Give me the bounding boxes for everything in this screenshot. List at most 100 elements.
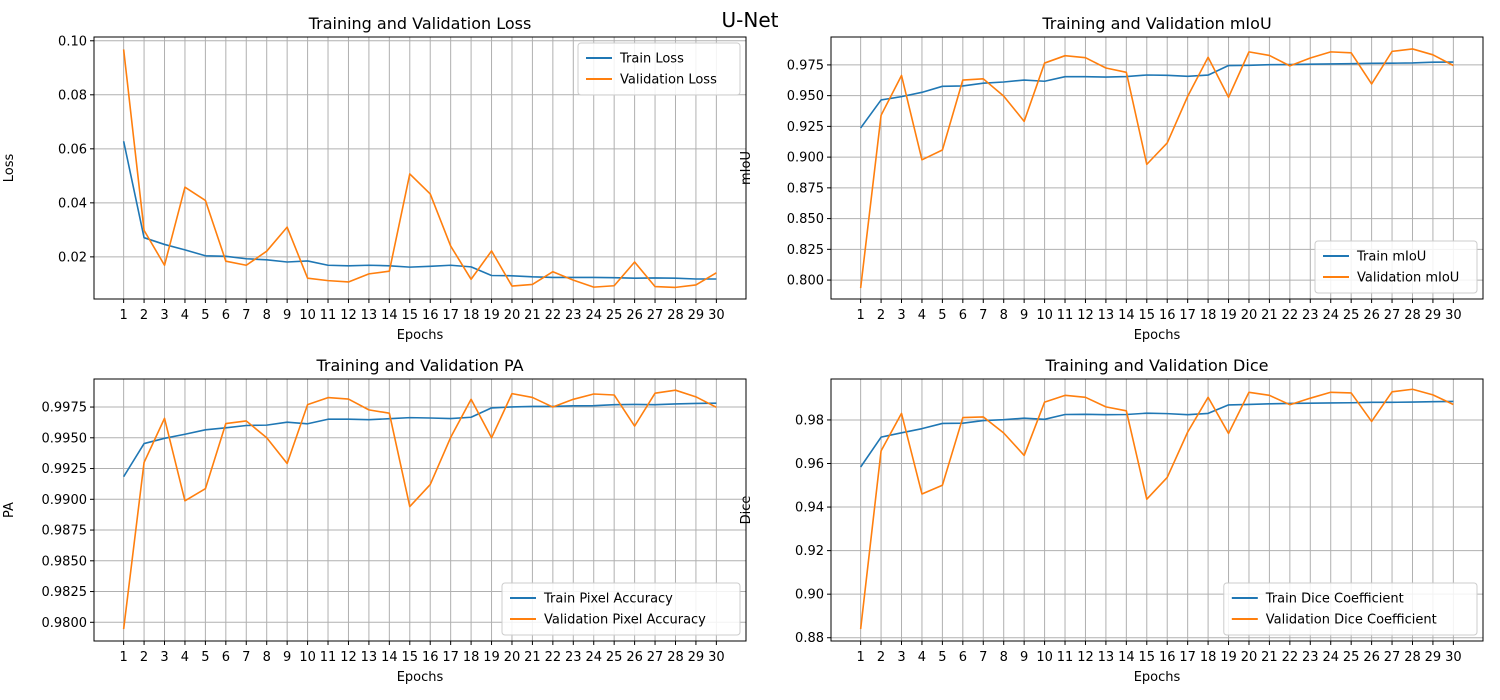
dice-ytick-label: 0.88	[795, 631, 824, 646]
pa-ytick-label: 0.9800	[42, 616, 88, 631]
pa-ytick-label: 0.9950	[42, 431, 88, 446]
pa-xtick-label: 8	[263, 650, 271, 665]
miou-legend: Train mIoU Validation mIoU	[1314, 240, 1478, 294]
pa-xtick-label: 15	[402, 650, 419, 665]
pa-ytick-label: 0.9975	[42, 401, 88, 416]
dice-xtick-label: 10	[1036, 650, 1053, 665]
dice-xtick-label: 8	[1000, 650, 1008, 665]
miou-xtick-label: 25	[1343, 308, 1360, 323]
miou-xtick-label: 6	[959, 308, 967, 323]
loss-xtick-label: 16	[422, 308, 439, 323]
dice-ytick-label: 0.96	[795, 457, 824, 472]
miou-xtick-label: 13	[1098, 308, 1115, 323]
loss-xtick-label: 29	[688, 308, 705, 323]
pa-xtick-label: 30	[708, 650, 725, 665]
dice-chart-title: Training and Validation Dice	[1045, 356, 1269, 375]
miou-xtick-label: 11	[1057, 308, 1074, 323]
miou-xtick-label: 9	[1020, 308, 1028, 323]
loss-legend-label: Validation Loss	[620, 73, 717, 88]
dice-axes-frame	[830, 378, 1484, 642]
pa-xtick-label: 19	[483, 650, 500, 665]
dice-xtick-label: 7	[979, 650, 987, 665]
loss-x-axis-label: Epochs	[397, 328, 444, 343]
miou-legend-box	[1314, 240, 1478, 294]
dice-xtick-label: 2	[877, 650, 885, 665]
pa-xtick-label: 24	[585, 650, 602, 665]
pa-xtick-label: 6	[222, 650, 230, 665]
loss-ytick-label: 0.02	[58, 250, 87, 265]
miou-xtick-label: 19	[1220, 308, 1237, 323]
loss-chart-title: Training and Validation Loss	[308, 14, 532, 33]
dice-xtick-label: 16	[1159, 650, 1176, 665]
pa-y-axis-label: PA	[2, 502, 17, 518]
loss-ytick-label: 0.10	[58, 34, 87, 49]
loss-xtick-label: 19	[483, 308, 500, 323]
miou-y-axis-label: mIoU	[739, 151, 754, 185]
pa-chart-title: Training and Validation PA	[315, 356, 523, 375]
loss-xtick-label: 22	[545, 308, 562, 323]
loss-xtick-label: 17	[442, 308, 459, 323]
miou-series-train-line	[859, 61, 1454, 129]
pa-xtick-label: 28	[667, 650, 684, 665]
pa-xtick-label: 26	[626, 650, 643, 665]
pa-xtick-label: 12	[340, 650, 357, 665]
miou-xtick-label: 7	[979, 308, 987, 323]
loss-xtick-label: 30	[708, 308, 725, 323]
dice-series-train-line	[859, 400, 1454, 468]
dice-xtick-label: 23	[1302, 650, 1319, 665]
loss-xtick-label: 2	[140, 308, 148, 323]
loss-xtick-label: 28	[667, 308, 684, 323]
dice-legend-label: Validation Dice Coefficient	[1266, 613, 1437, 628]
dice-xtick-label: 24	[1322, 650, 1339, 665]
loss-xtick-label: 13	[361, 308, 378, 323]
miou-chart-title: Training and Validation mIoU	[1041, 14, 1271, 33]
loss-xtick-label: 5	[201, 308, 209, 323]
pa-xtick-label: 1	[119, 650, 127, 665]
miou-axes-frame	[830, 36, 1484, 300]
loss-xtick-label: 12	[340, 308, 357, 323]
loss-axes-frame	[93, 36, 747, 300]
miou-xtick-label: 29	[1425, 308, 1442, 323]
dice-xtick-label: 1	[856, 650, 864, 665]
miou-xtick-label: 17	[1179, 308, 1196, 323]
pa-xtick-label: 25	[606, 650, 623, 665]
loss-xtick-label: 9	[283, 308, 291, 323]
dice-xtick-label: 15	[1139, 650, 1156, 665]
miou-xtick-label: 10	[1036, 308, 1053, 323]
miou-xtick-label: 3	[897, 308, 905, 323]
miou-x-axis-label: Epochs	[1134, 328, 1181, 343]
loss-xtick-label: 24	[585, 308, 602, 323]
dice-xtick-label: 12	[1077, 650, 1094, 665]
dice-chart: 1 2 3 4 5 6 7 8 9 10 11 12 13 14 15 16 17 18 19 20 21 22 23 24 2…	[739, 356, 1484, 685]
loss-xtick-label: 6	[222, 308, 230, 323]
dice-xtick-label: 18	[1200, 650, 1217, 665]
miou-xtick-label: 27	[1384, 308, 1401, 323]
pa-xtick-label: 20	[504, 650, 521, 665]
miou-xtick-label: 30	[1445, 308, 1462, 323]
pa-ytick-label: 0.9875	[42, 524, 88, 539]
pa-axes-frame	[93, 378, 747, 642]
loss-xtick-label: 18	[463, 308, 480, 323]
miou-xtick-label: 21	[1261, 308, 1278, 323]
miou-ytick-label: 0.850	[787, 212, 824, 227]
pa-xtick-label: 16	[422, 650, 439, 665]
dice-xtick-label: 5	[938, 650, 946, 665]
dice-ytick-label: 0.94	[795, 501, 824, 516]
dice-xtick-label: 25	[1343, 650, 1360, 665]
miou-xtick-label: 4	[918, 308, 926, 323]
pa-xtick-label: 22	[545, 650, 562, 665]
pa-legend-box	[501, 582, 741, 636]
loss-xtick-label: 21	[524, 308, 541, 323]
miou-xtick-label: 12	[1077, 308, 1094, 323]
dice-xtick-label: 20	[1241, 650, 1258, 665]
miou-xtick-label: 1	[856, 308, 864, 323]
miou-xtick-label: 2	[877, 308, 885, 323]
loss-xtick-label: 3	[160, 308, 168, 323]
miou-chart: 1 2 3 4 5 6 7 8 9 10 11 12 13 14 15 16 17 18 19 20 21 22 23 24 2…	[739, 14, 1484, 343]
dice-xtick-label: 30	[1445, 650, 1462, 665]
miou-ytick-label: 0.900	[787, 151, 824, 166]
pa-xtick-label: 14	[381, 650, 398, 665]
pa-xtick-label: 11	[320, 650, 337, 665]
miou-xtick-label: 18	[1200, 308, 1217, 323]
